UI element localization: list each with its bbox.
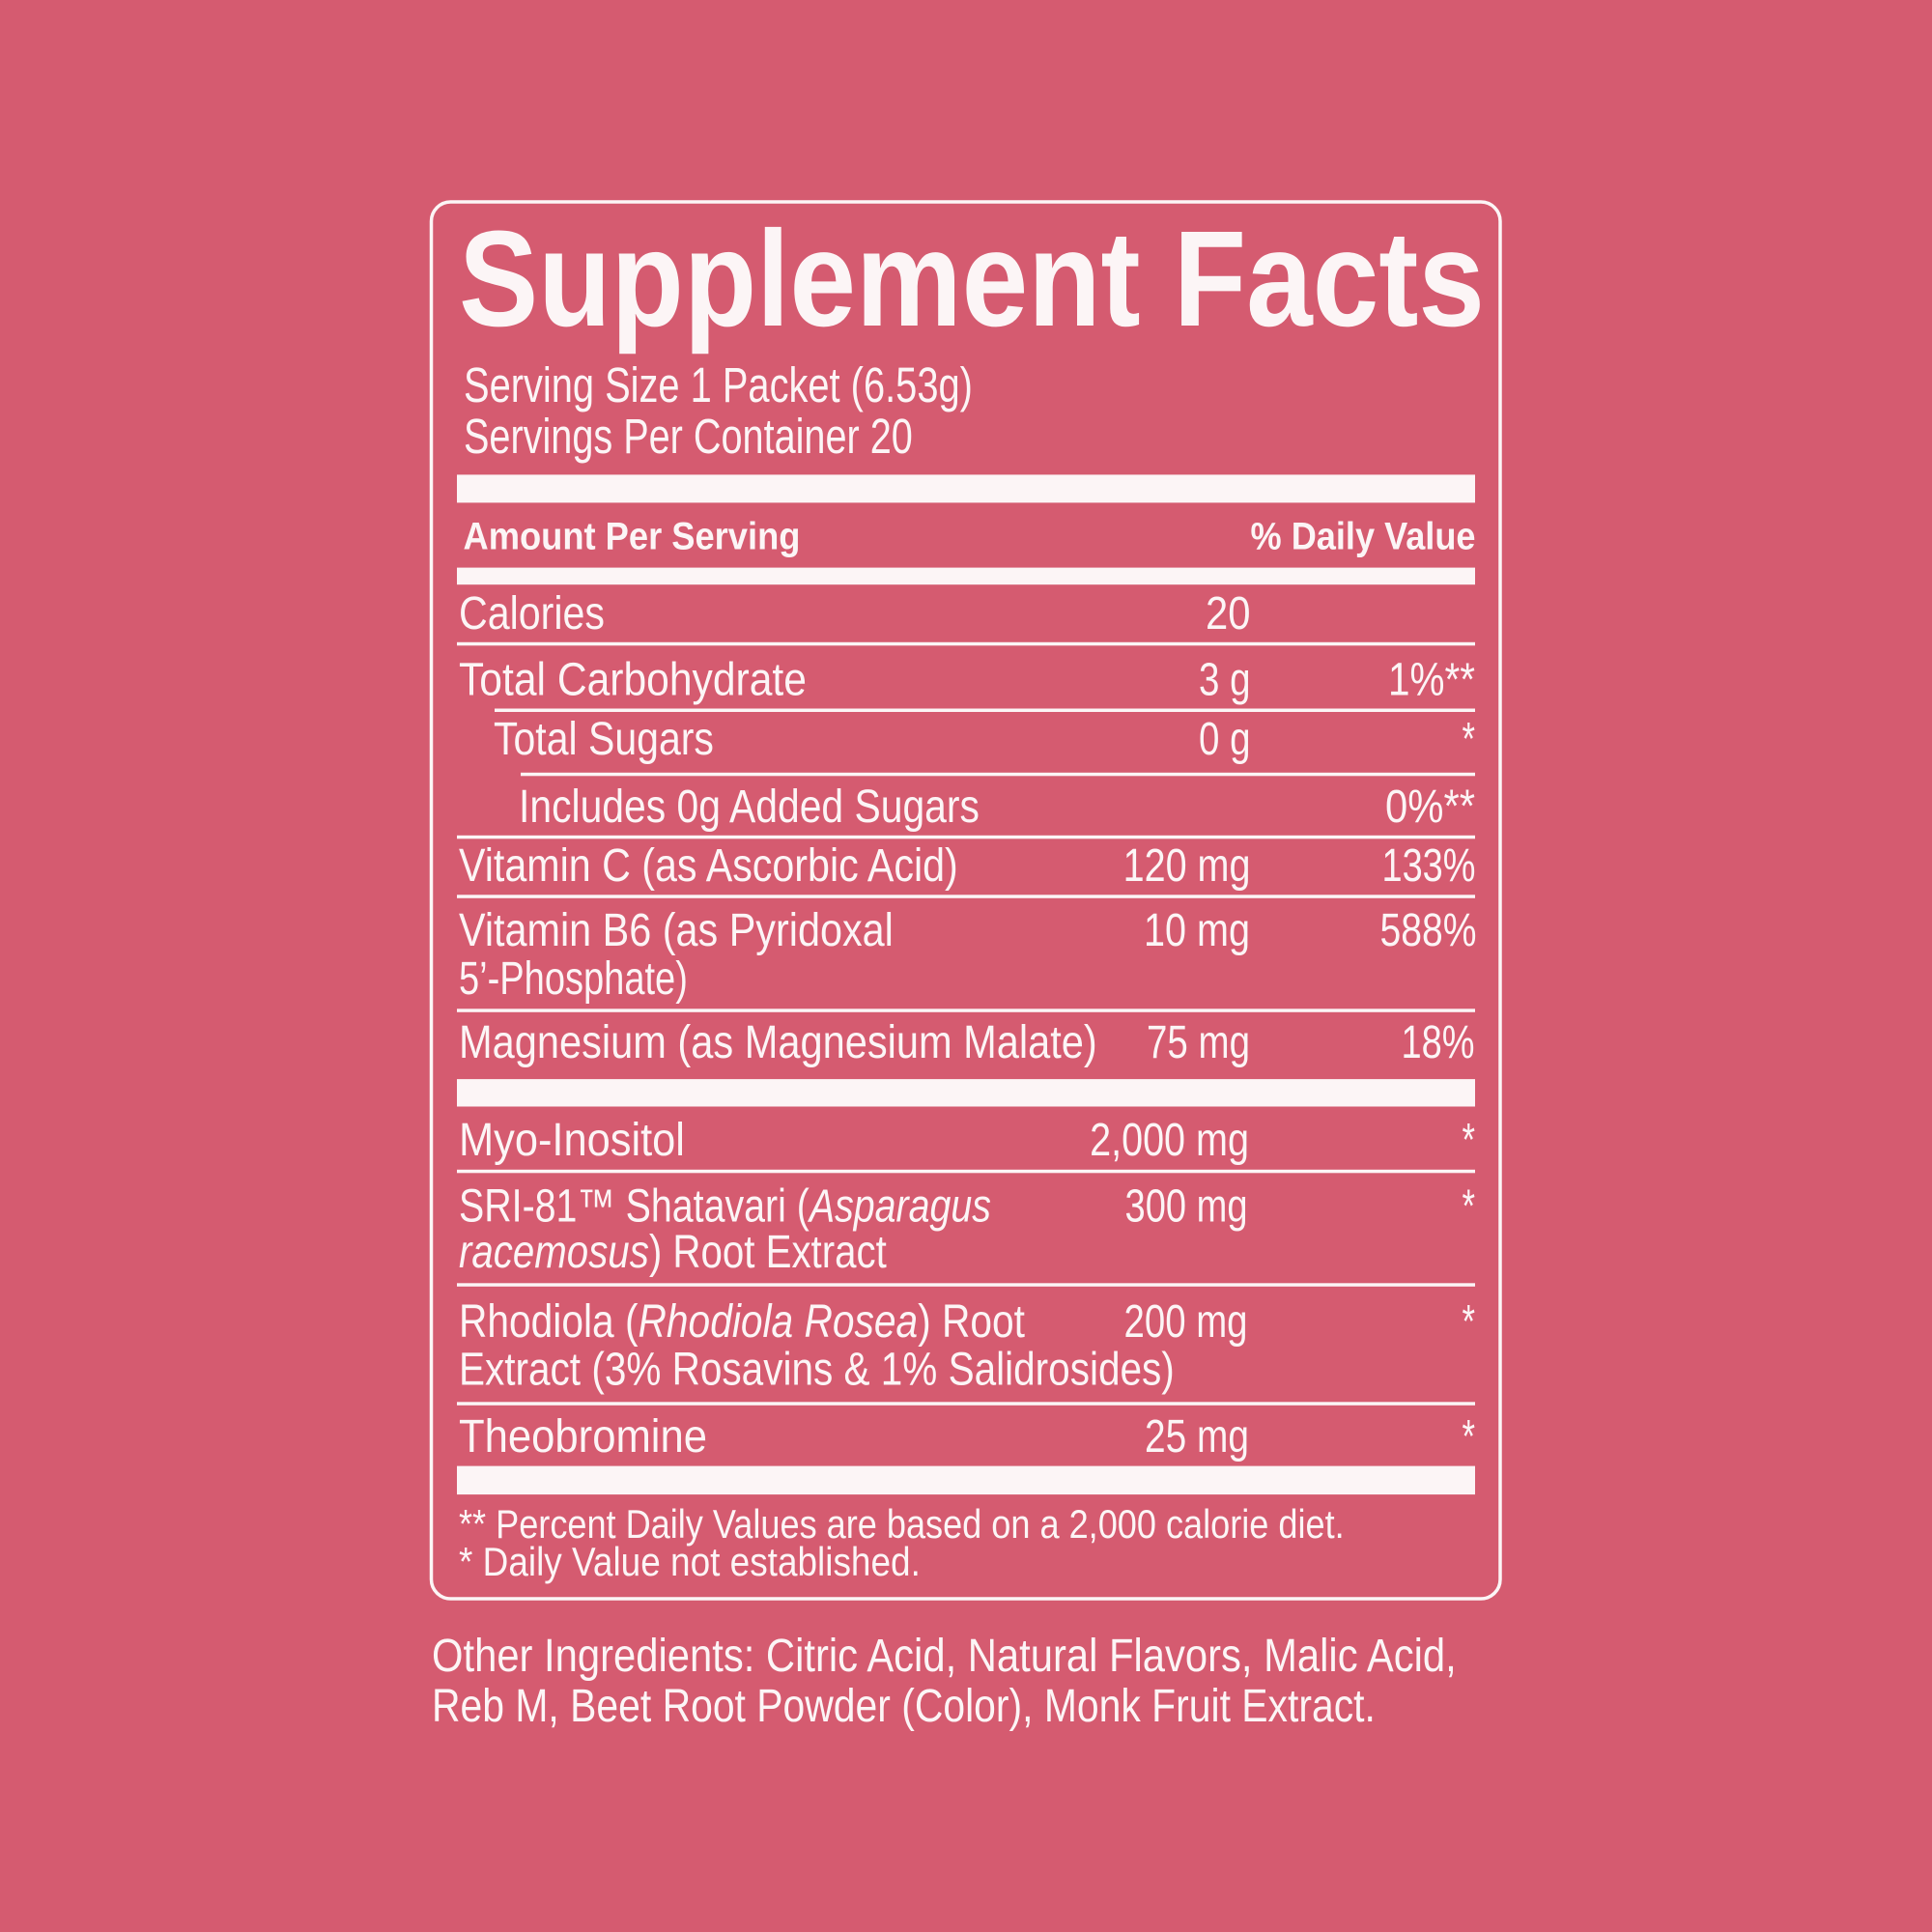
svg-text:Vitamin C (as Ascorbic Acid): Vitamin C (as Ascorbic Acid) (459, 840, 958, 892)
svg-text:*: * (1463, 1294, 1475, 1347)
svg-text:0 g: 0 g (1199, 714, 1251, 765)
svg-text:75 mg: 75 mg (1147, 1017, 1250, 1068)
svg-text:Other Ingredients: Citric Acid: Other Ingredients: Citric Acid, Natural … (432, 1629, 1457, 1681)
svg-text:18%: 18% (1402, 1017, 1475, 1068)
svg-text:Magnesium (as Magnesium Malate: Magnesium (as Magnesium Malate) (459, 1015, 1097, 1068)
svg-text:Vitamin B6 (as Pyridoxal: Vitamin B6 (as Pyridoxal (459, 904, 894, 956)
svg-text:0%**: 0%** (1385, 780, 1475, 832)
svg-text:20: 20 (1206, 586, 1250, 639)
svg-text:Theobromine: Theobromine (459, 1409, 707, 1462)
svg-text:SRI-81™ Shatavari (Asparagus: SRI-81™ Shatavari (Asparagus (459, 1180, 991, 1233)
svg-text:Extract (3% Rosavins & 1% Sali: Extract (3% Rosavins & 1% Salidrosides) (459, 1345, 1175, 1396)
svg-text:*: * (1463, 712, 1475, 764)
svg-text:25 mg: 25 mg (1145, 1410, 1249, 1463)
svg-text:Reb M, Beet Root Powder (Color: Reb M, Beet Root Powder (Color), Monk Fr… (432, 1681, 1376, 1732)
svg-text:2,000 mg: 2,000 mg (1090, 1114, 1249, 1165)
svg-text:Calories: Calories (459, 588, 605, 639)
svg-text:Myo-Inositol: Myo-Inositol (459, 1114, 685, 1165)
svg-text:Amount Per Serving: Amount Per Serving (464, 515, 801, 558)
svg-text:* Daily Value not established.: * Daily Value not established. (459, 1540, 921, 1585)
svg-text:Includes 0g Added Sugars: Includes 0g Added Sugars (519, 781, 980, 833)
svg-text:Total Sugars: Total Sugars (494, 714, 714, 765)
svg-text:*: * (1463, 1179, 1475, 1232)
svg-text:Rhodiola (Rhodiola Rosea) Root: Rhodiola (Rhodiola Rosea) Root (459, 1296, 1026, 1348)
svg-text:racemosus) Root Extract: racemosus) Root Extract (459, 1227, 887, 1278)
svg-text:10 mg: 10 mg (1144, 904, 1250, 955)
svg-text:Servings Per Container 20: Servings Per Container 20 (464, 409, 913, 464)
svg-text:Supplement Facts: Supplement Facts (459, 203, 1485, 355)
svg-text:1%**: 1%** (1388, 654, 1475, 705)
svg-text:*: * (1463, 1113, 1475, 1165)
svg-text:% Daily Value: % Daily Value (1251, 516, 1476, 558)
svg-text:5’-Phosphate): 5’-Phosphate) (459, 953, 688, 1005)
svg-text:120 mg: 120 mg (1123, 839, 1251, 891)
svg-text:Total Carbohydrate: Total Carbohydrate (459, 653, 807, 705)
svg-text:133%: 133% (1382, 840, 1476, 892)
svg-text:588%: 588% (1380, 904, 1477, 956)
svg-text:*: * (1463, 1409, 1475, 1462)
svg-text:200 mg: 200 mg (1124, 1296, 1248, 1348)
svg-text:3 g: 3 g (1199, 655, 1251, 706)
svg-text:300 mg: 300 mg (1125, 1181, 1248, 1233)
svg-text:** Percent Daily Values are ba: ** Percent Daily Values are based on a 2… (459, 1503, 1345, 1548)
svg-text:Serving Size 1 Packet (6.53g): Serving Size 1 Packet (6.53g) (464, 357, 973, 412)
